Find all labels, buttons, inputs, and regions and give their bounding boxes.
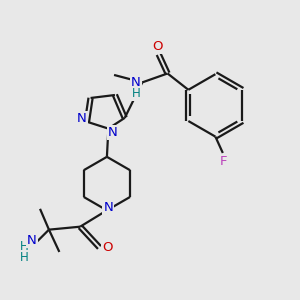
Text: H: H: [20, 251, 29, 264]
Text: N: N: [77, 112, 86, 125]
Text: N: N: [108, 126, 118, 139]
Text: F: F: [220, 155, 227, 168]
Text: O: O: [152, 40, 162, 52]
Text: O: O: [103, 241, 113, 254]
Text: H: H: [20, 240, 29, 253]
Text: H: H: [131, 87, 140, 100]
Text: N: N: [103, 201, 113, 214]
Text: N: N: [27, 234, 37, 247]
Text: N: N: [131, 76, 141, 89]
